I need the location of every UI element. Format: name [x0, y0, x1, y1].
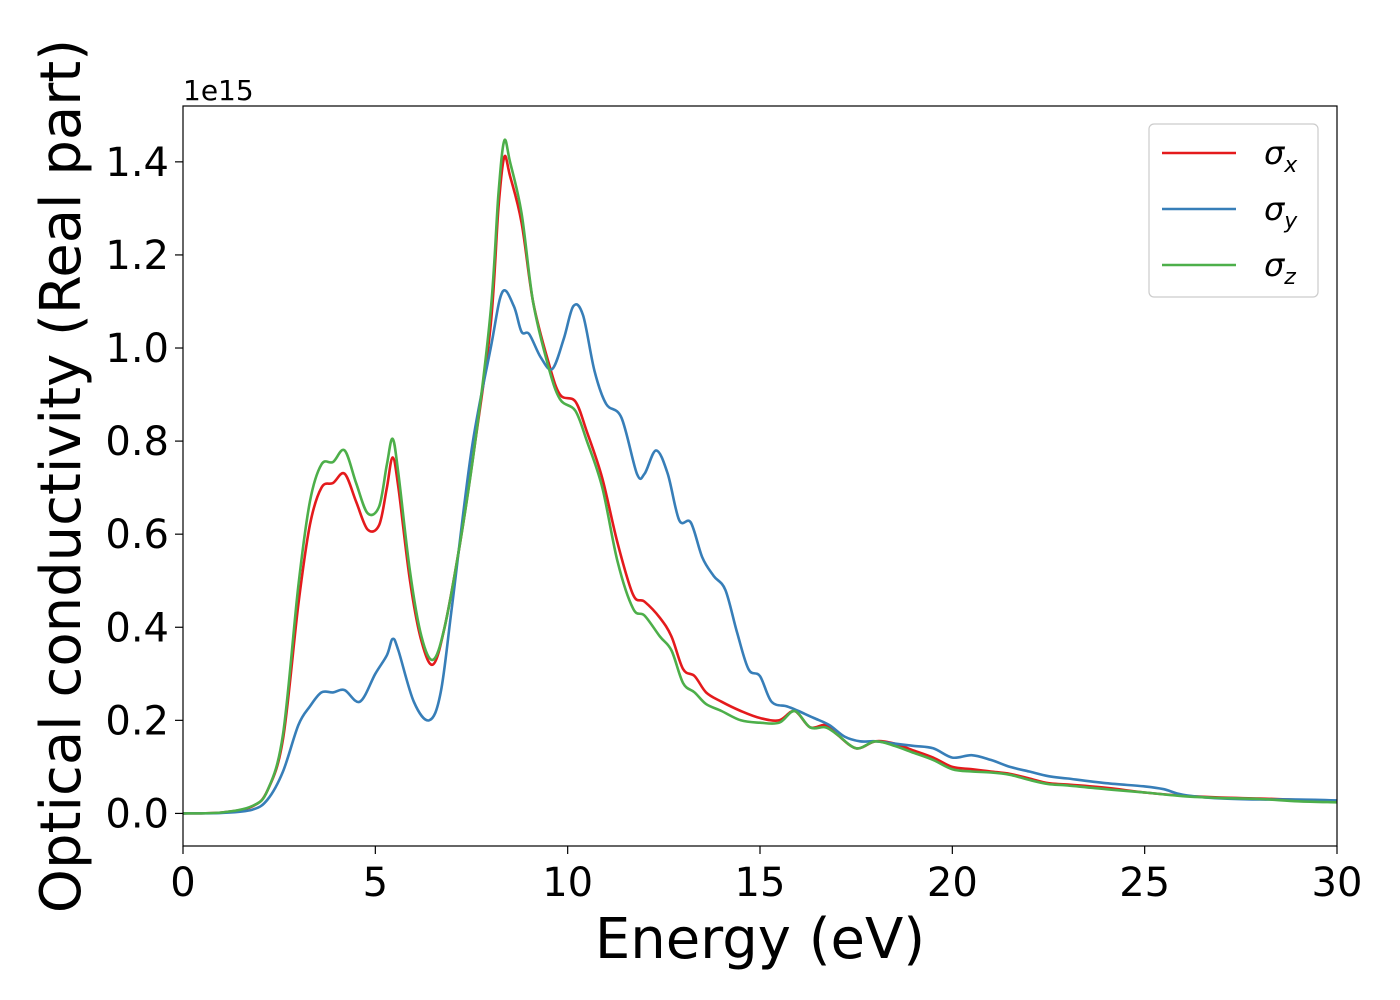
legend-label-sub: x [1283, 153, 1298, 178]
legend-label-sub: y [1283, 209, 1298, 234]
y-offset-label: 1e15 [183, 74, 254, 107]
y-tick-label: 0.6 [105, 512, 169, 558]
x-axis-ticks: 0 5 10 15 20 25 30 [170, 846, 1362, 906]
x-tick-label: 0 [170, 860, 195, 906]
y-tick-label: 0.2 [105, 698, 169, 744]
legend-label-base: σ [1264, 134, 1286, 172]
legend-label-x: σx [1264, 134, 1298, 178]
x-tick-label: 5 [363, 860, 388, 906]
legend-box [1148, 123, 1319, 298]
y-tick-label: 0.4 [105, 605, 169, 651]
series-line-z [183, 138, 1337, 815]
legend-label-sub: z [1283, 265, 1296, 290]
y-tick-label: 0.8 [105, 419, 169, 465]
legend-label-z: σz [1264, 246, 1296, 290]
y-tick-label: 0.0 [105, 791, 169, 837]
y-tick-label: 1.4 [105, 140, 169, 186]
plot-frame [182, 105, 1338, 847]
x-tick-label: 30 [1312, 860, 1363, 906]
legend-label-y: σy [1264, 190, 1298, 234]
series-line-y [183, 289, 1337, 815]
y-axis-ticks: 0.0 0.2 0.4 0.6 0.8 1.0 1.2 1.4 [105, 140, 183, 837]
series-line-x [183, 154, 1337, 815]
x-axis-label: Energy (eV) [595, 907, 925, 972]
x-tick-label: 20 [927, 860, 978, 906]
plot-area [183, 138, 1337, 815]
y-tick-label: 1.2 [105, 233, 169, 279]
y-tick-label: 1.0 [105, 326, 169, 372]
legend-label-base: σ [1264, 246, 1286, 284]
legend-label-base: σ [1264, 190, 1286, 228]
x-tick-label: 10 [542, 860, 593, 906]
x-tick-label: 25 [1119, 860, 1170, 906]
x-tick-label: 15 [735, 860, 786, 906]
y-axis-label: Optical conductivity (Real part) [29, 39, 94, 913]
